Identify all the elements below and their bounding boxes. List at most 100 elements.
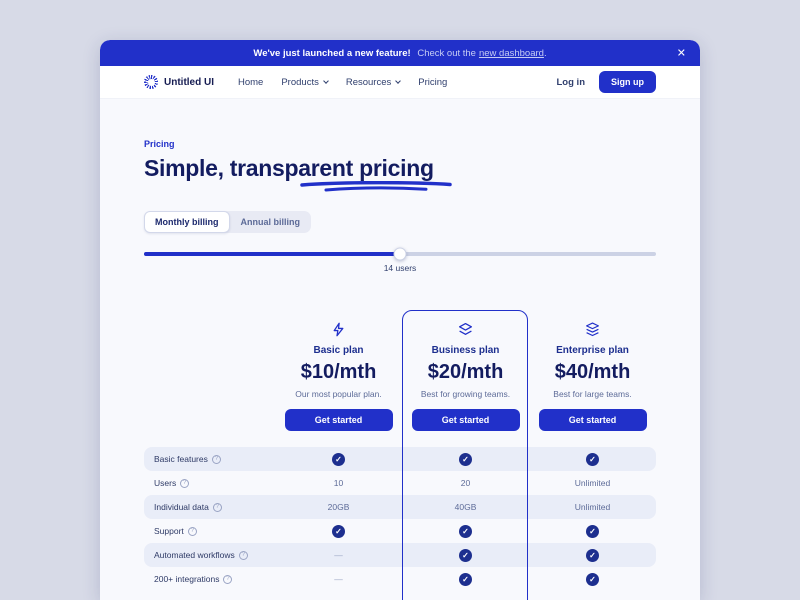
slider-handle[interactable] bbox=[393, 247, 407, 261]
plan-business: Business plan $20/mth Best for growing t… bbox=[402, 310, 529, 431]
feature-cell: ✓ bbox=[529, 524, 656, 538]
help-icon[interactable]: ? bbox=[212, 502, 222, 512]
get-started-button-basic[interactable]: Get started bbox=[284, 409, 393, 431]
nav-home[interactable]: Home bbox=[238, 76, 264, 88]
feature-label-text: 200+ integrations bbox=[154, 574, 220, 584]
feature-label: Automated workflows? bbox=[144, 550, 275, 560]
check-icon: ✓ bbox=[459, 452, 472, 466]
feature-cell: ✓ bbox=[529, 548, 656, 562]
page-title: Simple, transparent pricing bbox=[144, 153, 452, 192]
feature-cell: ✓ bbox=[529, 572, 656, 586]
plan-enterprise: Enterprise plan $40/mth Best for large t… bbox=[529, 310, 656, 431]
plan-price: $10/mth bbox=[300, 361, 377, 383]
plan-description: Best for growing teams. bbox=[420, 389, 511, 399]
zap-icon bbox=[275, 322, 402, 338]
close-icon[interactable]: ✕ bbox=[676, 47, 686, 60]
nav-actions: Log in Sign up bbox=[556, 71, 656, 93]
get-started-button-enterprise[interactable]: Get started bbox=[538, 409, 647, 431]
plan-name: Enterprise plan bbox=[556, 345, 629, 356]
check-icon: ✓ bbox=[459, 524, 472, 538]
feature-cell: — bbox=[334, 574, 343, 584]
tab-monthly-billing[interactable]: Monthly billing bbox=[144, 211, 230, 233]
chevron-down-icon bbox=[395, 77, 402, 84]
table-row: 200+ integrations? — ✓ ✓ bbox=[144, 567, 656, 591]
feature-label: Support? bbox=[144, 526, 275, 536]
pricing-eyebrow: Pricing bbox=[144, 139, 175, 149]
banner-message: We've just launched a new feature! Check… bbox=[253, 48, 546, 59]
get-started-button-business[interactable]: Get started bbox=[411, 409, 520, 431]
top-nav: Untitled UI Home Products Resources Pric… bbox=[100, 66, 700, 99]
help-icon[interactable]: ? bbox=[187, 526, 197, 536]
check-icon: ✓ bbox=[459, 548, 472, 562]
site-card: We've just launched a new feature! Check… bbox=[100, 40, 700, 600]
users-slider: 14 users bbox=[144, 247, 656, 273]
check-icon: ✓ bbox=[332, 452, 345, 466]
feature-cell: ✓ bbox=[402, 452, 529, 466]
table-row: Automated workflows? — ✓ ✓ bbox=[144, 543, 656, 567]
feature-cell: 20GB bbox=[327, 502, 350, 512]
brand[interactable]: Untitled UI bbox=[144, 75, 214, 89]
feature-label-text: Users bbox=[154, 478, 177, 488]
feature-cell: 40GB bbox=[454, 502, 477, 512]
layers-three-icon bbox=[529, 322, 656, 338]
feature-cell: — bbox=[334, 550, 343, 560]
plans-row: Basic plan $10/mth Our most popular plan… bbox=[144, 310, 656, 431]
nav-links: Home Products Resources Pricing bbox=[238, 77, 557, 88]
check-icon: ✓ bbox=[332, 524, 345, 538]
table-row: Users? 10 20 Unlimited bbox=[144, 471, 656, 495]
tab-annual-billing[interactable]: Annual billing bbox=[240, 217, 301, 227]
nav-products-label: Products bbox=[281, 76, 319, 88]
banner-message-bold: We've just launched a new feature! bbox=[253, 47, 411, 59]
signup-button[interactable]: Sign up bbox=[599, 71, 656, 93]
feature-cell: ✓ bbox=[275, 524, 402, 538]
feature-comparison-table: Basic features? ✓ ✓ ✓ Users? 10 20 Unlim… bbox=[144, 447, 656, 591]
check-icon: ✓ bbox=[459, 572, 472, 586]
help-icon[interactable]: ? bbox=[180, 478, 190, 488]
feature-label-text: Basic features bbox=[154, 454, 208, 464]
feature-cell: Unlimited bbox=[574, 502, 611, 512]
nav-products[interactable]: Products bbox=[281, 76, 329, 88]
help-icon[interactable]: ? bbox=[238, 550, 248, 560]
feature-label-text: Individual data bbox=[154, 502, 209, 512]
feature-label: 200+ integrations? bbox=[144, 574, 275, 584]
plan-basic: Basic plan $10/mth Our most popular plan… bbox=[275, 310, 402, 431]
help-icon[interactable]: ? bbox=[211, 454, 221, 464]
check-icon: ✓ bbox=[586, 524, 599, 538]
slider-users-label: 14 users bbox=[383, 263, 417, 273]
feature-cell: ✓ bbox=[529, 452, 656, 466]
feature-cell: Unlimited bbox=[574, 478, 611, 488]
feature-label-text: Support bbox=[154, 526, 184, 536]
feature-cell: ✓ bbox=[402, 572, 529, 586]
plan-name: Basic plan bbox=[313, 345, 364, 356]
feature-label: Users? bbox=[144, 478, 275, 488]
feature-cell: ✓ bbox=[275, 452, 402, 466]
banner-message-rest: Check out the bbox=[417, 47, 476, 59]
page-title-text: Simple, transparent pricing bbox=[144, 155, 434, 181]
nav-pricing[interactable]: Pricing bbox=[418, 76, 448, 88]
banner-link[interactable]: new dashboard bbox=[478, 47, 544, 59]
feature-cell: ✓ bbox=[402, 524, 529, 538]
announcement-banner: We've just launched a new feature! Check… bbox=[100, 40, 700, 66]
logo-icon bbox=[144, 75, 158, 89]
slider-track[interactable] bbox=[144, 247, 656, 261]
help-icon[interactable]: ? bbox=[223, 574, 233, 584]
check-icon: ✓ bbox=[586, 548, 599, 562]
table-row: Individual data? 20GB 40GB Unlimited bbox=[144, 495, 656, 519]
banner-period: . bbox=[543, 47, 547, 59]
brand-name: Untitled UI bbox=[164, 76, 214, 88]
chevron-down-icon bbox=[323, 77, 329, 84]
feature-cell: 20 bbox=[460, 478, 471, 488]
login-link[interactable]: Log in bbox=[556, 76, 586, 88]
plan-name: Business plan bbox=[431, 345, 500, 356]
layers-two-icon bbox=[402, 322, 529, 338]
plan-price: $20/mth bbox=[427, 361, 504, 383]
feature-label: Basic features? bbox=[144, 454, 275, 464]
nav-resources[interactable]: Resources bbox=[346, 77, 402, 88]
plan-price: $40/mth bbox=[554, 361, 631, 383]
scribble-underline-icon bbox=[300, 181, 452, 192]
table-row: Basic features? ✓ ✓ ✓ bbox=[144, 447, 656, 471]
slider-fill bbox=[144, 252, 400, 256]
pricing-page-content: Pricing Simple, transparent pricing Mont… bbox=[100, 99, 700, 600]
check-icon: ✓ bbox=[586, 452, 599, 466]
